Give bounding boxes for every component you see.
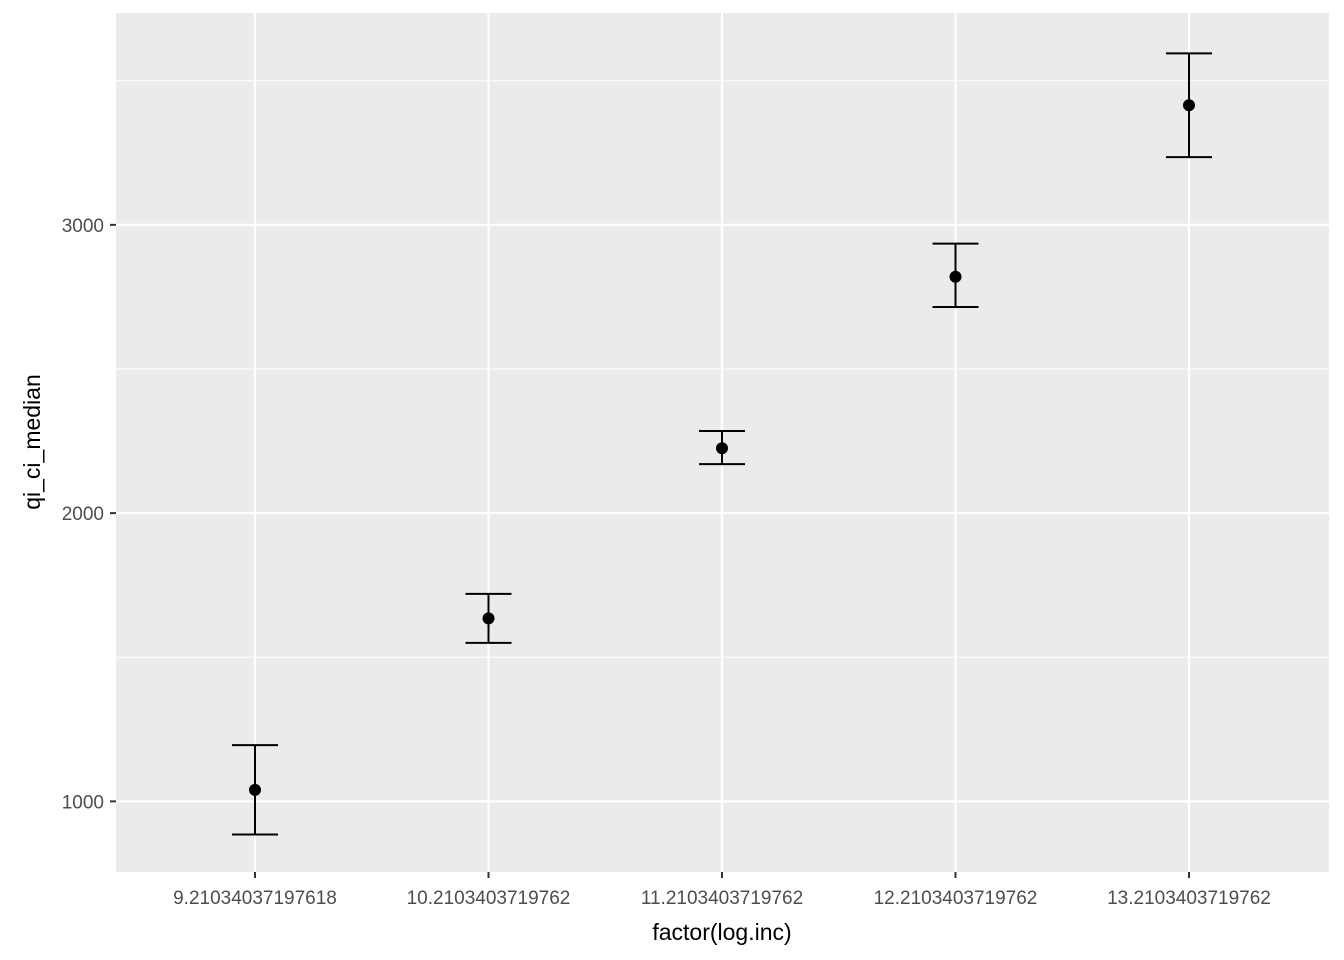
data-point — [249, 783, 261, 796]
x-tick-label: 13.2103403719762 — [1107, 888, 1271, 909]
y-tick-label: 3000 — [62, 216, 104, 237]
x-tick-label: 9.21034037197618 — [173, 888, 337, 909]
x-tick-label: 12.2103403719762 — [874, 888, 1038, 909]
x-axis: 9.21034037197618 10.2103403719762 11.21034… — [173, 872, 1271, 909]
y-tick-label: 2000 — [62, 504, 104, 525]
y-axis-title: qi_ci_median — [19, 374, 45, 510]
x-tick-label: 10.2103403719762 — [407, 888, 571, 909]
data-point — [949, 270, 962, 283]
data-point — [716, 442, 728, 455]
data-points — [249, 99, 1195, 796]
x-axis-title: factor(log.inc) — [652, 919, 791, 945]
data-point — [482, 612, 495, 625]
x-tick-label: 11.2103403719762 — [641, 888, 803, 909]
y-tick-label: 1000 — [62, 792, 104, 813]
data-point — [1183, 99, 1195, 112]
y-axis: 1000 2000 3000 — [62, 216, 116, 813]
major-gridlines — [116, 13, 1329, 872]
